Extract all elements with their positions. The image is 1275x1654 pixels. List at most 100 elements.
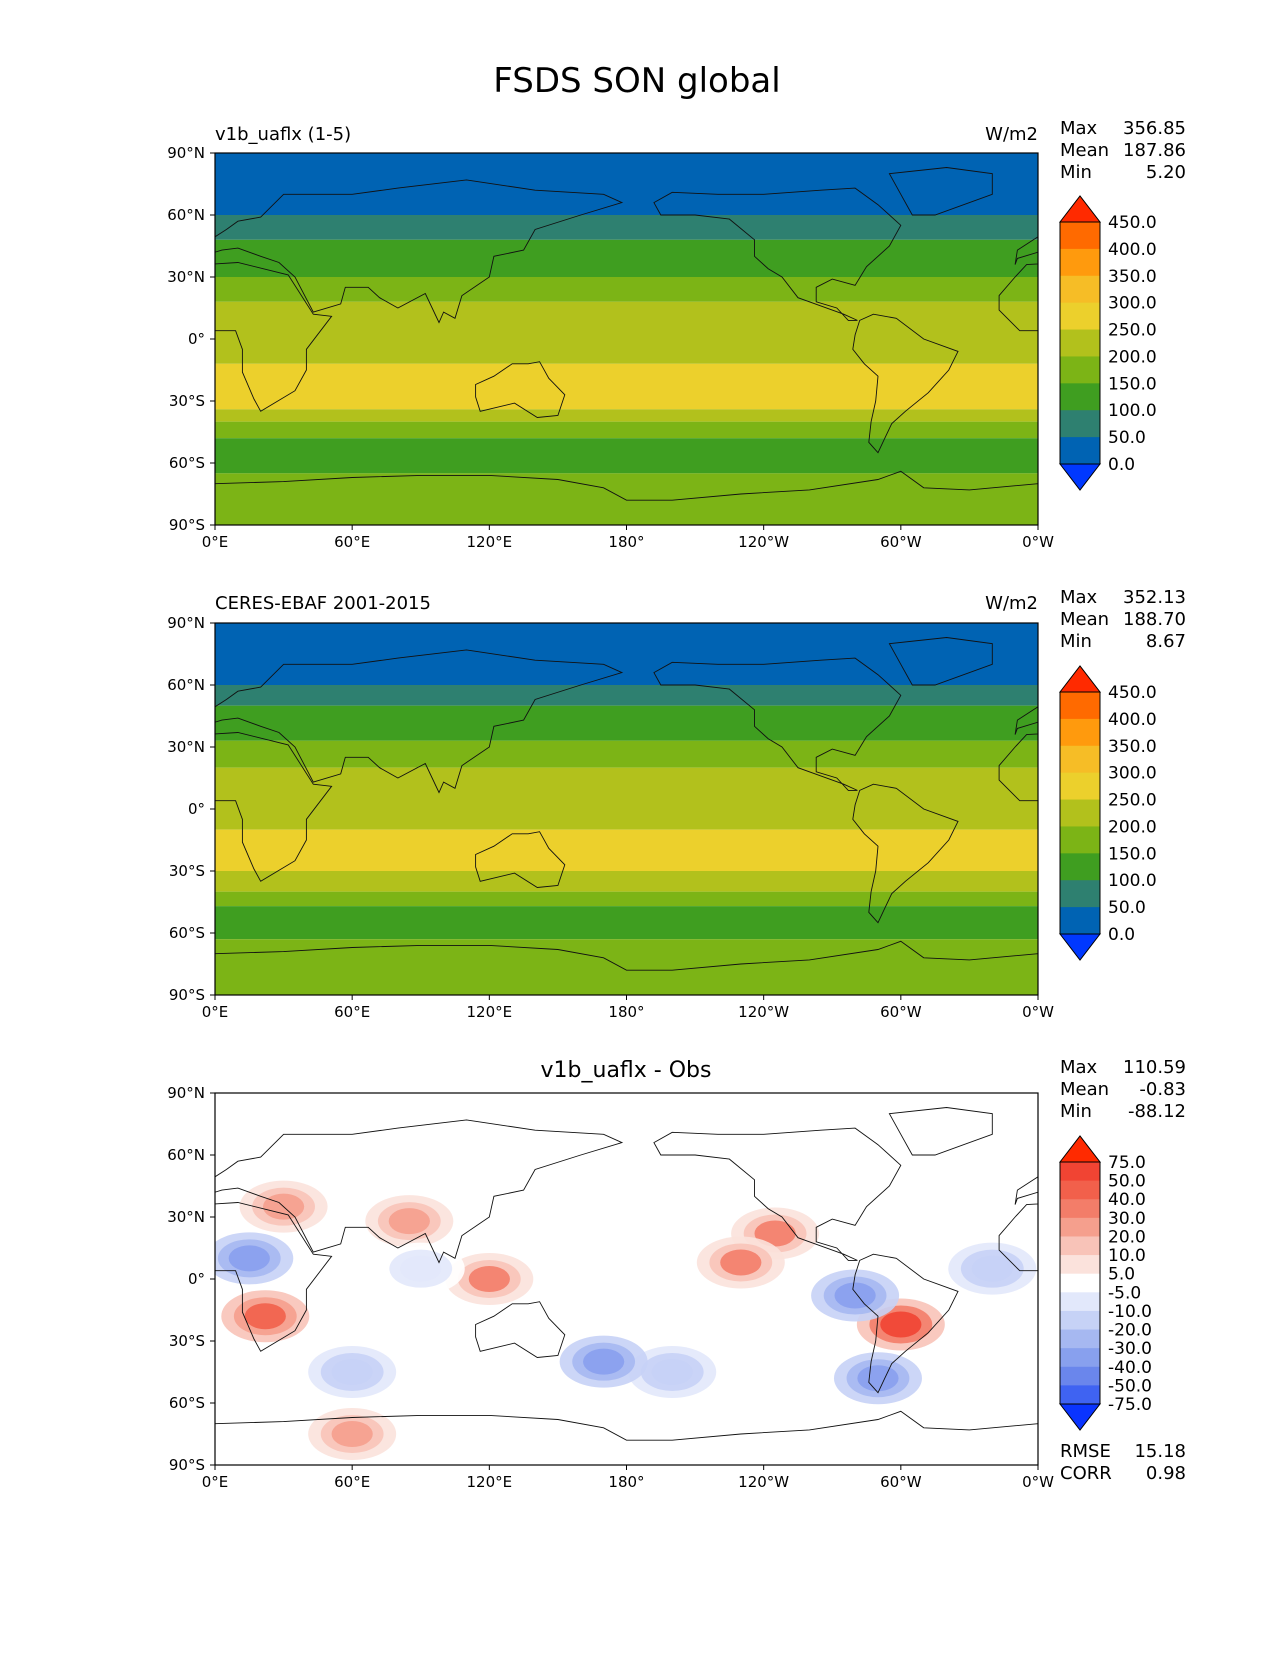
panel-3-corr-value: 0.98 (1146, 1463, 1186, 1484)
y-tick-label: 0° (188, 800, 205, 818)
colorbar-tick-label: 50.0 (1108, 428, 1146, 448)
colorbar-tick-label: -20.0 (1108, 1321, 1152, 1341)
colorbar-tick-label: 0.0 (1108, 455, 1135, 475)
x-tick-label: 0°E (202, 1473, 229, 1491)
anomaly-blob (400, 1255, 442, 1282)
coastline-australia (475, 361, 566, 418)
panel-3-mean-label: Mean (1060, 1079, 1109, 1100)
colorbar-tick-label: -75.0 (1108, 1395, 1152, 1415)
panel-3-max-value: 110.59 (1123, 1057, 1186, 1078)
zonal-band (215, 421, 1038, 439)
y-tick-label: 60°S (169, 454, 205, 472)
colorbar-segment (1060, 799, 1100, 827)
colorbar-segment (1060, 1255, 1100, 1275)
colorbar-tick-label: 75.0 (1108, 1153, 1146, 1173)
colorbar-tick-label: 5.0 (1108, 1265, 1135, 1285)
colorbar-tick-label: 40.0 (1108, 1190, 1146, 1210)
zonal-band (215, 906, 1038, 940)
coastline-greenland (888, 167, 993, 216)
x-tick-label: 0°W (1022, 533, 1054, 551)
coastline-greenland (888, 637, 993, 686)
colorbar-tick-label: -30.0 (1108, 1339, 1152, 1359)
zonal-band (215, 301, 1038, 364)
y-tick-label: 60°S (169, 924, 205, 942)
panel-1-min-value: 5.20 (1146, 162, 1186, 183)
colorbar-min-arrow (1058, 463, 1102, 491)
panel-3-corr-label: CORR (1060, 1463, 1112, 1484)
panel-3-rmse-value: 15.18 (1134, 1441, 1186, 1462)
colorbar-segment (1060, 718, 1100, 747)
panel-2-map: 0°E 60°E 120°E 180° 120°W 60°W 0°W 90°N 60°N 30°N… (167, 614, 1054, 1021)
zonal-band (215, 277, 1038, 302)
colorbar-tick-label: 150.0 (1108, 374, 1157, 394)
colorbar-min-arrow (1058, 1403, 1102, 1431)
y-tick-label: 60°N (167, 206, 205, 224)
zonal-band (215, 623, 1038, 685)
colorbar-segment (1060, 1180, 1100, 1200)
colorbar-frame (1059, 691, 1101, 935)
colorbar-tick-label: 50.0 (1108, 898, 1146, 918)
colorbar-tick-label: 350.0 (1108, 737, 1157, 757)
panel-1-mean-value: 187.86 (1123, 140, 1186, 161)
coastline-eurasia (215, 179, 624, 324)
colorbar-tick-label: 300.0 (1108, 764, 1157, 784)
colorbar-segment (1060, 1162, 1100, 1182)
x-tick-label: 60°W (880, 1473, 922, 1491)
x-tick-label: 120°E (467, 1473, 513, 1491)
zonal-band (215, 685, 1038, 706)
anomaly-blob (331, 1421, 373, 1447)
colorbar-tick-label: 400.0 (1108, 240, 1157, 260)
zonal-band (215, 473, 1038, 525)
colorbar-segment (1060, 437, 1100, 465)
colorbar-segment (1060, 222, 1100, 250)
y-tick-label: 60°N (167, 676, 205, 694)
y-tick-label: 30°S (169, 862, 205, 880)
panel-2-max-label: Max (1060, 587, 1098, 608)
coastline-australia (475, 1301, 566, 1358)
x-tick-label: 180° (608, 1003, 644, 1021)
anomaly-blob (388, 1208, 430, 1235)
colorbar-tick-label: 150.0 (1108, 844, 1157, 864)
y-tick-label: 90°S (169, 1456, 205, 1474)
map-background (215, 1093, 1038, 1465)
coastline-samerica (852, 313, 959, 454)
coastline-samerica (852, 1253, 959, 1394)
figure-title: FSDS SON global (493, 61, 780, 101)
zonal-band (215, 891, 1038, 907)
colorbar-segment (1060, 1273, 1100, 1293)
colorbar-segment (1060, 248, 1100, 277)
colorbar-tick-label: -5.0 (1108, 1283, 1141, 1303)
colorbar-tick-label: 50.0 (1108, 1172, 1146, 1192)
panel-2: CERES-EBAF 2001-2015 W/m2 Max 352.13 Mea… (167, 587, 1186, 1021)
panel-2-title: CERES-EBAF 2001-2015 (215, 593, 431, 614)
zonal-band (215, 740, 1038, 768)
y-tick-label: 0° (188, 330, 205, 348)
panel-3-map: 0°E 60°E 120°E 180° 120°W 60°W 0°W 90°N 60°N 30°N… (167, 1084, 1054, 1491)
colorbar-frame (1059, 221, 1101, 465)
anomaly-blob (244, 1303, 286, 1330)
coastline-namerica (653, 1127, 902, 1261)
panel-2-min-value: 8.67 (1146, 631, 1186, 652)
x-tick-label: 120°W (738, 533, 789, 551)
panel-1-max-label: Max (1060, 118, 1098, 139)
colorbar-tick-label: 200.0 (1108, 817, 1157, 837)
y-tick-label: 30°S (169, 392, 205, 410)
coastline-africa (215, 262, 333, 412)
colorbar-frame (1059, 1161, 1101, 1405)
coastline-africa (215, 732, 333, 882)
colorbar-segment (1060, 1292, 1100, 1312)
colorbar-segment (1060, 1385, 1100, 1405)
x-tick-label: 60°E (334, 533, 370, 551)
panel-1-min-label: Min (1060, 162, 1092, 183)
panel-3: v1b_uaflx - Obs Max 110.59 Mean -0.83 Mi… (167, 1057, 1186, 1491)
panel-1-colorbar: 450.0 400.0 350.0 300.0 250.0 200.0 150.0 100.0… (1058, 195, 1157, 491)
anomaly-blob (651, 1359, 693, 1385)
colorbar-segment (1060, 1217, 1100, 1237)
panel-3-min-value: -88.12 (1128, 1101, 1186, 1122)
zonal-band (215, 438, 1038, 474)
panel-1-max-value: 356.85 (1123, 118, 1186, 139)
coastline-greenland (888, 1107, 993, 1156)
y-tick-label: 60°S (169, 1394, 205, 1412)
x-tick-label: 120°E (467, 533, 513, 551)
colorbar-segment (1060, 853, 1100, 881)
